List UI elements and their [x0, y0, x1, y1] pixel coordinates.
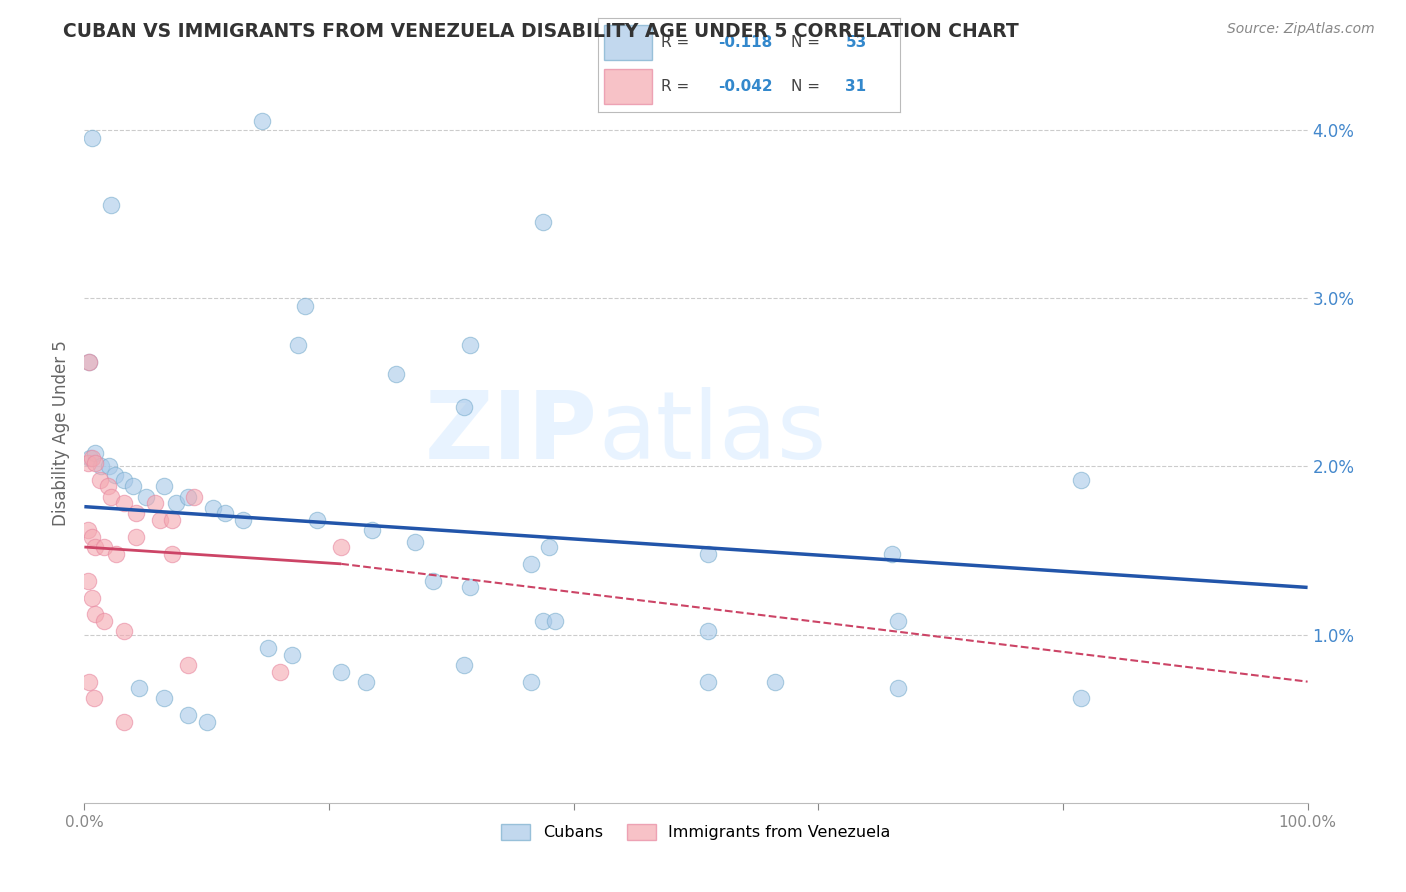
Point	[83, 691, 105, 706]
Point	[544, 614, 567, 628]
Point	[538, 540, 561, 554]
Point	[520, 674, 543, 689]
Point	[214, 507, 236, 521]
Point	[360, 523, 382, 537]
Point	[104, 467, 127, 482]
Point	[84, 540, 107, 554]
Legend: Cubans, Immigrants from Venezuela: Cubans, Immigrants from Venezuela	[495, 817, 897, 847]
Point	[183, 490, 205, 504]
Point	[887, 614, 910, 628]
Point	[112, 624, 135, 639]
Point	[294, 300, 316, 314]
Point	[93, 540, 115, 554]
Point	[97, 479, 120, 493]
Point	[105, 547, 128, 561]
Point	[177, 708, 200, 723]
Text: N =: N =	[792, 35, 825, 50]
Point	[404, 535, 426, 549]
Point	[84, 446, 107, 460]
Point	[84, 607, 107, 622]
Point	[77, 674, 100, 689]
Point	[162, 513, 184, 527]
FancyBboxPatch shape	[603, 25, 652, 60]
Point	[385, 367, 408, 381]
Point	[1070, 691, 1092, 706]
Text: CUBAN VS IMMIGRANTS FROM VENEZUELA DISABILITY AGE UNDER 5 CORRELATION CHART: CUBAN VS IMMIGRANTS FROM VENEZUELA DISAB…	[63, 22, 1019, 41]
Point	[269, 665, 291, 679]
Point	[90, 459, 112, 474]
Point	[330, 665, 353, 679]
Point	[305, 513, 328, 527]
Text: -0.118: -0.118	[718, 35, 773, 50]
Point	[122, 479, 145, 493]
Point	[697, 624, 720, 639]
Point	[458, 338, 481, 352]
Point	[77, 574, 100, 588]
Point	[531, 614, 554, 628]
Point	[165, 496, 187, 510]
Text: R =: R =	[661, 35, 695, 50]
Point	[112, 473, 135, 487]
Point	[531, 215, 554, 229]
Point	[80, 530, 103, 544]
Point	[149, 513, 172, 527]
Text: atlas: atlas	[598, 386, 827, 479]
Point	[100, 198, 122, 212]
Point	[128, 681, 150, 696]
Point	[287, 338, 309, 352]
Point	[177, 490, 200, 504]
Point	[112, 714, 135, 729]
Point	[453, 401, 475, 415]
Point	[1070, 473, 1092, 487]
Point	[354, 674, 377, 689]
Text: -0.042: -0.042	[718, 79, 773, 95]
Point	[77, 523, 100, 537]
Point	[80, 450, 103, 465]
Point	[79, 450, 101, 465]
Point	[697, 547, 720, 561]
Text: 31: 31	[845, 79, 866, 95]
Point	[125, 530, 148, 544]
Point	[153, 691, 176, 706]
Point	[257, 640, 280, 655]
Text: 53: 53	[845, 35, 866, 50]
Point	[330, 540, 353, 554]
Point	[80, 131, 103, 145]
Point	[195, 714, 218, 729]
Point	[887, 681, 910, 696]
Point	[458, 581, 481, 595]
Point	[100, 490, 122, 504]
Text: N =: N =	[792, 79, 825, 95]
Point	[97, 459, 120, 474]
Point	[80, 591, 103, 605]
Point	[93, 614, 115, 628]
Point	[422, 574, 444, 588]
Point	[143, 496, 166, 510]
Point	[77, 355, 100, 369]
Point	[89, 473, 111, 487]
Point	[162, 547, 184, 561]
Point	[201, 501, 224, 516]
Text: ZIP: ZIP	[425, 386, 598, 479]
Point	[112, 496, 135, 510]
Point	[135, 490, 157, 504]
Point	[697, 674, 720, 689]
Point	[520, 557, 543, 571]
Point	[153, 479, 176, 493]
Point	[765, 674, 787, 689]
Text: R =: R =	[661, 79, 695, 95]
Point	[77, 456, 100, 470]
Point	[281, 648, 304, 662]
Point	[250, 114, 273, 128]
Point	[77, 355, 100, 369]
Y-axis label: Disability Age Under 5: Disability Age Under 5	[52, 340, 70, 525]
FancyBboxPatch shape	[603, 70, 652, 104]
Point	[232, 513, 254, 527]
Point	[84, 456, 107, 470]
Text: Source: ZipAtlas.com: Source: ZipAtlas.com	[1227, 22, 1375, 37]
Point	[453, 657, 475, 672]
Point	[125, 507, 148, 521]
Point	[177, 657, 200, 672]
Point	[880, 547, 903, 561]
